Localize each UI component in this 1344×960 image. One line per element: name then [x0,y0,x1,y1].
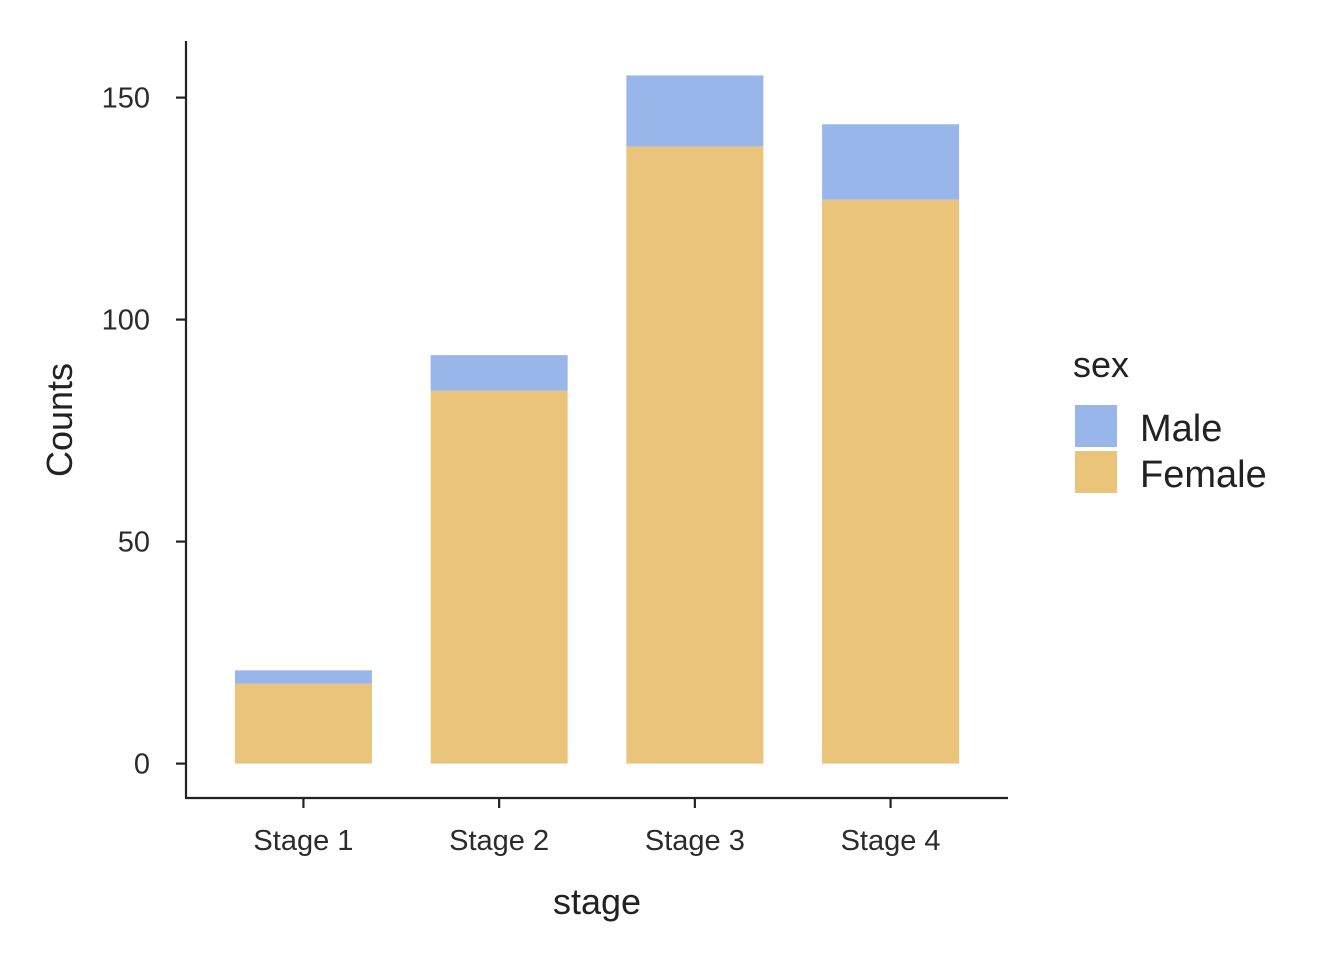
y-tick-label: 50 [118,527,150,559]
y-axis-title: Counts [39,363,80,477]
axes-group [184,41,1008,800]
y-tick-label: 100 [102,305,150,337]
x-tick-label: Stage 2 [449,825,549,857]
bars-group [234,75,960,764]
legend-label-female: Female [1140,454,1267,496]
bar-female-2 [430,390,568,764]
x-ticks-group: Stage 1 Stage 2 Stage 3 Stage 4 [253,798,941,857]
bar-female-1 [234,683,372,764]
legend-label-male: Male [1140,408,1222,450]
x-tick-label: Stage 3 [645,825,745,857]
bar-female-3 [626,146,764,764]
x-tick-label: Stage 1 [253,825,353,857]
x-tick-label: Stage 4 [841,825,941,857]
x-axis-title: stage [553,881,641,922]
bar-female-4 [822,199,960,764]
bar-male-3 [626,75,764,147]
legend-title: sex [1073,344,1129,385]
bar-male-4 [822,124,960,200]
bar-male-1 [234,670,372,684]
y-ticks-group: 0 50 100 150 [102,83,186,781]
bar-male-2 [430,355,568,391]
y-tick-label: 150 [102,83,150,115]
y-tick-label: 0 [134,749,150,781]
legend-swatch-male [1075,405,1117,447]
legend-swatch-female [1075,451,1117,493]
